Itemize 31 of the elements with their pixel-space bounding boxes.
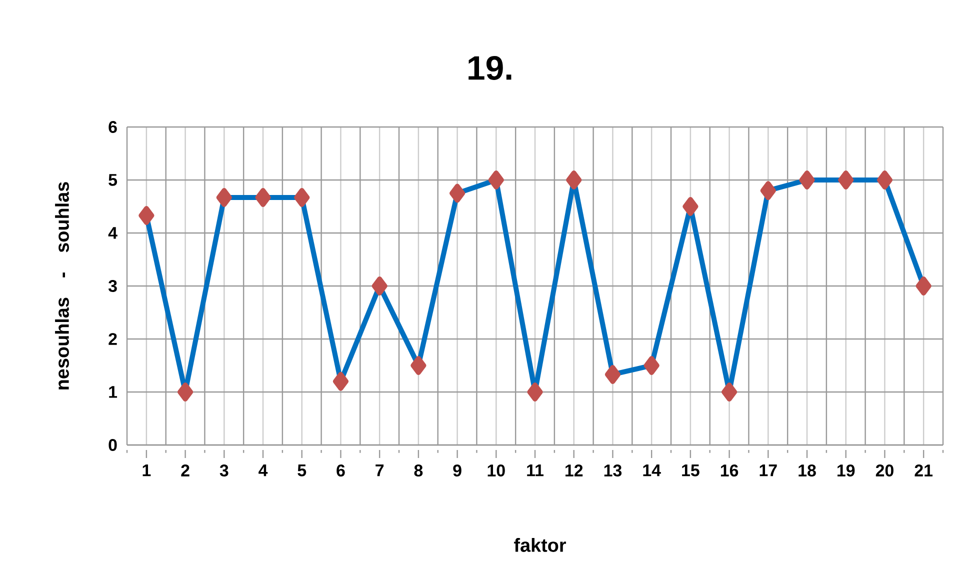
y-tick-label: 6 (108, 120, 117, 133)
x-tick-label: 16 (720, 464, 738, 477)
x-tick-label: 19 (838, 464, 855, 477)
x-tick-label: 3 (220, 464, 228, 477)
x-tick-label: 1 (142, 464, 151, 476)
x-tick-label: 14 (643, 464, 661, 476)
x-tick-label: 8 (414, 464, 423, 477)
x-tick-label: 20 (876, 464, 894, 477)
x-tick-label: 17 (760, 464, 777, 476)
x-tick-label: 15 (682, 464, 700, 476)
x-tick-label: 13 (604, 464, 622, 477)
x-tick-label: 12 (566, 464, 583, 476)
y-axis-title: nesouhlas - souhlas (55, 182, 69, 390)
x-tick-label: 4 (258, 464, 268, 476)
x-tick-label: 11 (527, 464, 544, 476)
x-tick-label: 10 (488, 464, 505, 477)
x-axis-title: faktor (514, 538, 566, 552)
x-tick-label: 21 (914, 464, 933, 476)
y-tick-label: 2 (108, 333, 117, 345)
y-tick-label: 1 (109, 386, 118, 398)
y-tick-label: 4 (108, 227, 118, 239)
x-tick-label: 6 (336, 464, 345, 477)
x-tick-label: 5 (298, 464, 306, 476)
y-tick-label: 3 (108, 280, 117, 292)
x-tick-label: 9 (453, 464, 462, 477)
x-tick-label: 2 (181, 464, 190, 476)
chart-title: 19. (468, 56, 512, 80)
x-tick-label: 7 (376, 464, 384, 476)
x-tick-label: 18 (798, 464, 816, 477)
y-tick-label: 5 (108, 174, 118, 186)
y-tick-label: 0 (108, 438, 117, 451)
